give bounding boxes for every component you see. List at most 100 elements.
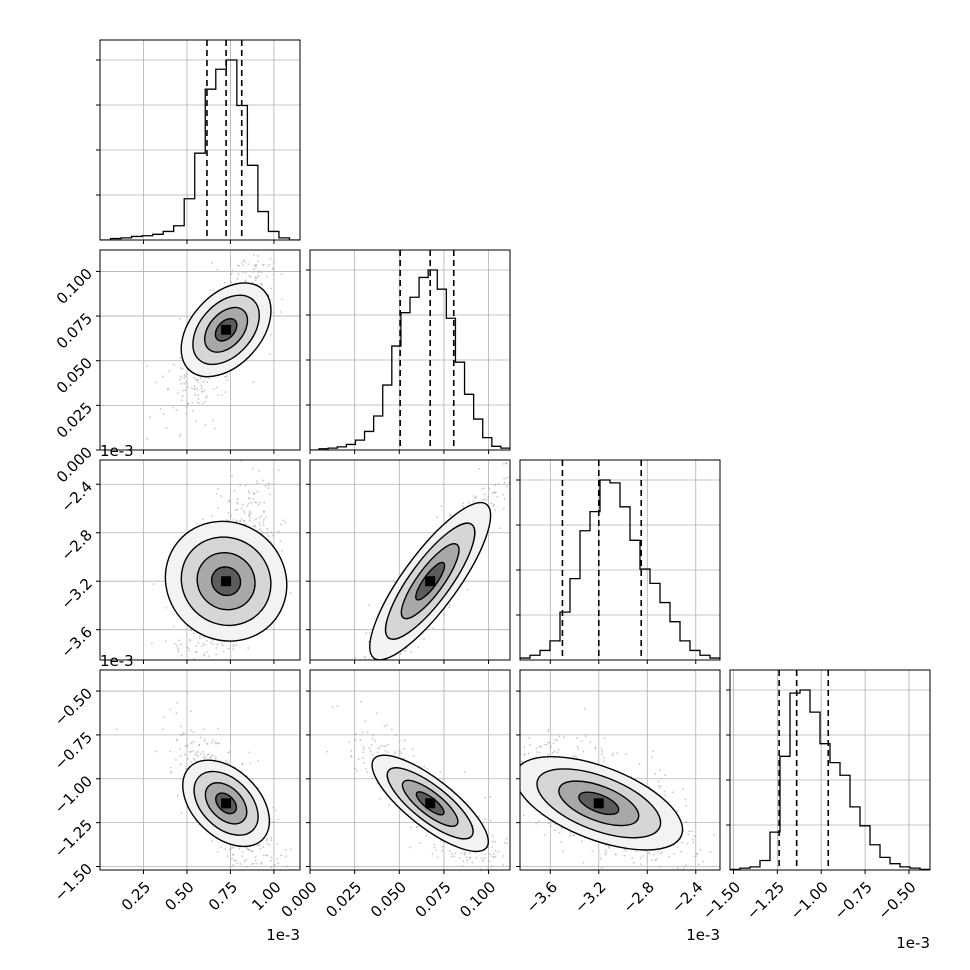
sample-point	[200, 384, 203, 387]
sample-point	[493, 492, 496, 494]
sample-point	[280, 871, 282, 873]
sample-point	[266, 837, 269, 840]
sample-point	[326, 750, 328, 753]
sample-point	[239, 484, 242, 487]
sample-point	[152, 583, 155, 586]
sample-point	[289, 592, 292, 595]
sample-point	[206, 743, 209, 745]
panel-frame	[99, 459, 301, 661]
sample-point	[203, 673, 205, 675]
sample-point	[233, 489, 236, 492]
sample-point	[494, 871, 496, 873]
sample-point	[676, 846, 679, 849]
sample-point	[148, 641, 150, 643]
sample-point	[165, 640, 168, 642]
sample-point	[185, 646, 188, 648]
sample-point	[254, 856, 257, 859]
sample-point	[257, 274, 260, 277]
sample-point	[532, 446, 534, 448]
sample-point	[209, 666, 211, 668]
sample-point	[192, 750, 194, 752]
sample-point	[521, 468, 523, 470]
sample-point	[199, 736, 202, 739]
sample-point	[280, 523, 283, 526]
sample-point	[350, 749, 353, 752]
histogram-0	[100, 59, 300, 240]
sample-point	[184, 745, 187, 748]
sample-point	[270, 860, 272, 862]
sample-point	[538, 751, 541, 754]
sample-point	[379, 797, 382, 800]
sample-point	[227, 751, 230, 754]
sample-point	[514, 473, 516, 475]
sample-point	[180, 654, 183, 657]
sample-point	[505, 837, 508, 840]
sample-point	[236, 277, 239, 280]
sample-point	[489, 876, 491, 878]
sample-point	[184, 389, 187, 392]
sample-point	[182, 699, 184, 701]
sample-point	[211, 741, 213, 744]
sample-point	[270, 839, 273, 842]
sample-point	[196, 687, 198, 689]
sample-point	[466, 588, 469, 591]
sample-point	[252, 381, 255, 384]
hist-panel-0	[96, 39, 301, 244]
sample-point	[347, 741, 350, 743]
sample-point	[368, 663, 370, 665]
sample-point	[258, 453, 260, 455]
sample-point	[461, 505, 464, 507]
scatter-panel-3-1	[306, 669, 511, 897]
sample-point	[191, 401, 194, 404]
sample-point	[224, 281, 226, 284]
sample-point	[267, 487, 270, 489]
sample-point	[281, 207, 283, 209]
sample-point	[196, 755, 199, 758]
sample-point	[209, 289, 212, 292]
sample-point	[469, 856, 471, 859]
density-peak	[425, 576, 436, 587]
sample-point	[214, 740, 217, 743]
sample-point	[284, 849, 287, 851]
sample-point	[204, 401, 207, 403]
sample-point	[184, 375, 187, 378]
sample-point	[418, 666, 420, 668]
sample-point	[496, 495, 499, 498]
sample-point	[372, 734, 375, 737]
sample-point	[257, 760, 260, 762]
sample-point	[177, 651, 180, 653]
sample-point	[277, 469, 280, 472]
sample-point	[484, 796, 486, 799]
sample-point	[491, 840, 494, 843]
sample-point	[263, 501, 266, 504]
sample-point	[243, 259, 245, 262]
sample-point	[262, 264, 264, 267]
sample-point	[687, 833, 690, 836]
sample-point	[466, 859, 469, 862]
sample-point	[172, 625, 175, 628]
sample-point	[170, 771, 172, 774]
sample-point	[362, 761, 365, 764]
sample-point	[589, 740, 592, 743]
sample-point	[448, 606, 451, 609]
sample-point	[224, 375, 227, 378]
sample-point	[208, 377, 211, 380]
sample-point	[269, 258, 272, 260]
sample-point	[246, 505, 249, 507]
sample-point	[498, 895, 500, 897]
sample-point	[262, 854, 265, 857]
sample-point	[255, 265, 257, 268]
sample-point	[368, 604, 371, 607]
sample-point	[432, 627, 434, 630]
sample-point	[462, 860, 465, 862]
sample-point	[263, 518, 265, 521]
sample-point	[276, 843, 279, 846]
sample-point	[228, 667, 230, 669]
sample-point	[225, 671, 227, 673]
sample-point	[259, 528, 262, 531]
sample-point	[481, 859, 484, 862]
sample-point	[202, 728, 205, 731]
sample-point	[632, 862, 635, 864]
sample-point	[180, 643, 183, 646]
scatter-panel-2-1	[306, 446, 534, 665]
